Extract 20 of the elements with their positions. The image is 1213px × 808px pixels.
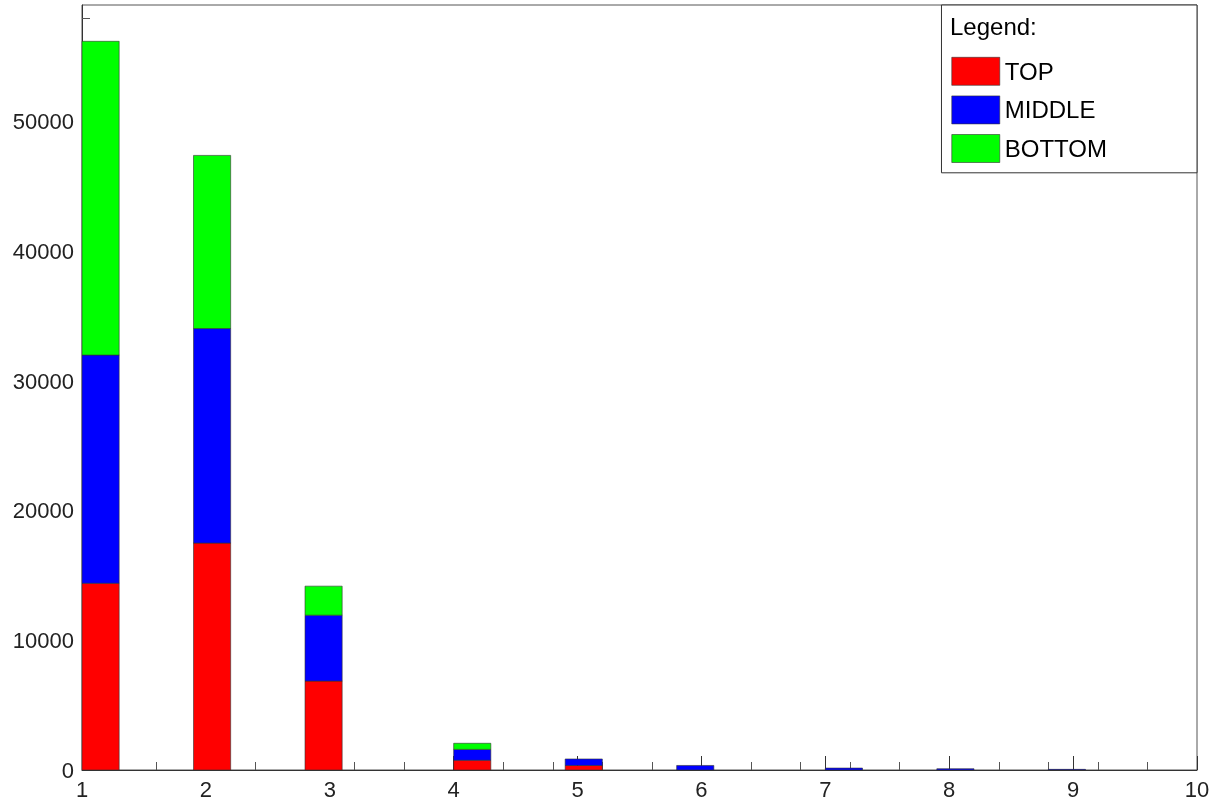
y-tick-label: 40000 bbox=[12, 238, 74, 264]
x-tick-label: 10 bbox=[1184, 776, 1210, 802]
y-tick-label: 10000 bbox=[12, 627, 74, 653]
x-tick-label: 6 bbox=[695, 776, 708, 802]
y-tick-label: 20000 bbox=[12, 498, 74, 524]
x-tick-label: 2 bbox=[199, 776, 213, 802]
x-tick-label: 5 bbox=[571, 776, 584, 802]
legend-label: TOP bbox=[1004, 57, 1054, 85]
x-tick-label: 3 bbox=[323, 776, 336, 802]
x-tick-label: 1 bbox=[75, 776, 89, 802]
y-tick-label: 0 bbox=[61, 757, 74, 783]
y-tick-label: 30000 bbox=[12, 368, 74, 394]
x-tick-label: 9 bbox=[1066, 776, 1080, 802]
x-tick-label: 7 bbox=[819, 776, 832, 802]
y-tick-label: 50000 bbox=[12, 109, 74, 135]
legend-label: BOTTOM bbox=[1004, 135, 1108, 162]
x-tick-label: 8 bbox=[943, 776, 956, 802]
legend-label: MIDDLE bbox=[1004, 96, 1096, 124]
x-tick-label: 4 bbox=[447, 776, 460, 802]
legend-title: Legend: bbox=[950, 12, 1037, 40]
